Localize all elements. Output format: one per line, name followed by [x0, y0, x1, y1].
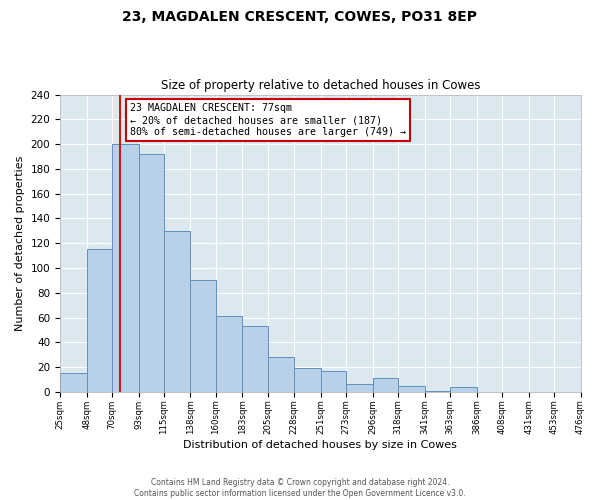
Bar [321, 371, 346, 392]
Bar [268, 357, 294, 392]
Bar [373, 378, 398, 392]
Bar [190, 280, 216, 392]
Bar [242, 326, 268, 392]
Bar [294, 368, 321, 392]
Bar [216, 316, 242, 392]
Title: Size of property relative to detached houses in Cowes: Size of property relative to detached ho… [161, 79, 480, 92]
Bar [164, 231, 190, 392]
Bar [60, 374, 86, 392]
Bar [398, 386, 425, 392]
Text: Contains HM Land Registry data © Crown copyright and database right 2024.
Contai: Contains HM Land Registry data © Crown c… [134, 478, 466, 498]
Bar [450, 387, 476, 392]
Bar [112, 144, 139, 392]
Y-axis label: Number of detached properties: Number of detached properties [15, 156, 25, 331]
Text: 23 MAGDALEN CRESCENT: 77sqm
← 20% of detached houses are smaller (187)
80% of se: 23 MAGDALEN CRESCENT: 77sqm ← 20% of det… [130, 104, 406, 136]
Bar [425, 390, 450, 392]
Bar [139, 154, 164, 392]
X-axis label: Distribution of detached houses by size in Cowes: Distribution of detached houses by size … [184, 440, 457, 450]
Bar [346, 384, 373, 392]
Bar [86, 250, 112, 392]
Text: 23, MAGDALEN CRESCENT, COWES, PO31 8EP: 23, MAGDALEN CRESCENT, COWES, PO31 8EP [122, 10, 478, 24]
